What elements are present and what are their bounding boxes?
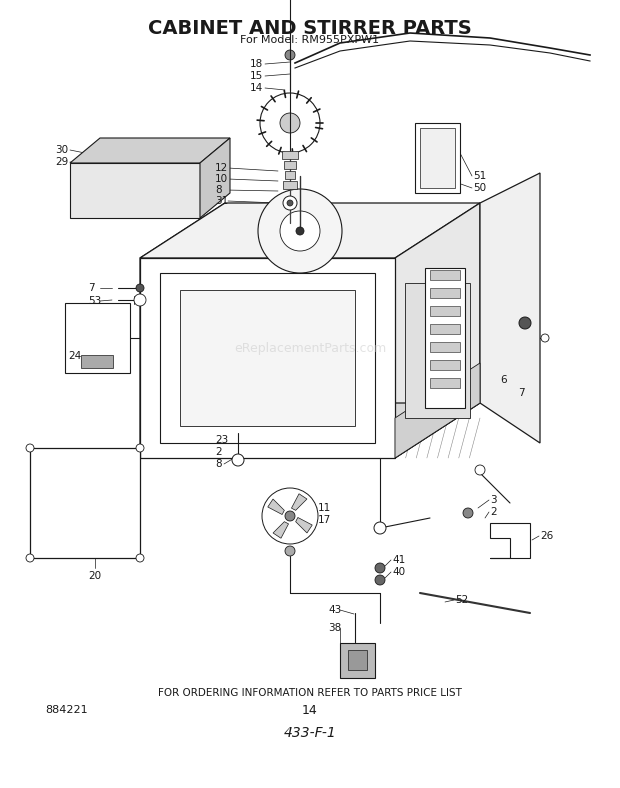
Polygon shape (430, 306, 460, 316)
Polygon shape (430, 270, 460, 280)
Text: 38: 38 (328, 623, 341, 633)
Text: 433-F-1: 433-F-1 (283, 726, 337, 740)
Circle shape (134, 294, 146, 306)
Text: 2: 2 (215, 447, 221, 457)
Polygon shape (340, 643, 375, 678)
Circle shape (26, 444, 34, 452)
Polygon shape (180, 290, 355, 426)
Polygon shape (200, 138, 230, 218)
Circle shape (232, 454, 244, 466)
Text: 7: 7 (518, 388, 525, 398)
Circle shape (258, 189, 342, 273)
Text: 40: 40 (392, 567, 405, 577)
Text: eReplacementParts.com: eReplacementParts.com (234, 341, 386, 355)
Circle shape (375, 563, 385, 573)
Polygon shape (430, 324, 460, 334)
Text: 18: 18 (250, 59, 264, 69)
Polygon shape (430, 378, 460, 388)
Circle shape (262, 488, 318, 544)
Text: 31: 31 (215, 196, 228, 206)
Text: 53: 53 (88, 296, 101, 306)
Circle shape (541, 334, 549, 342)
Text: 12: 12 (215, 163, 228, 173)
Text: 52: 52 (455, 595, 468, 605)
Text: 8: 8 (215, 459, 221, 469)
Text: 15: 15 (250, 71, 264, 81)
Text: 24: 24 (68, 351, 81, 361)
Circle shape (280, 211, 320, 251)
Text: 2: 2 (490, 507, 497, 517)
Polygon shape (284, 161, 296, 169)
Polygon shape (405, 283, 470, 418)
Circle shape (285, 50, 295, 60)
Polygon shape (65, 303, 130, 373)
Polygon shape (81, 355, 113, 368)
Polygon shape (282, 151, 298, 159)
Circle shape (287, 200, 293, 206)
Polygon shape (430, 342, 460, 352)
Text: 10: 10 (215, 174, 228, 184)
Polygon shape (430, 360, 460, 370)
Circle shape (375, 575, 385, 585)
Text: 6: 6 (500, 375, 507, 385)
Text: 17: 17 (318, 515, 331, 525)
Polygon shape (140, 203, 480, 258)
Circle shape (260, 93, 320, 153)
Text: 20: 20 (89, 571, 102, 581)
Text: 29: 29 (55, 157, 68, 167)
Polygon shape (415, 123, 460, 193)
Circle shape (374, 522, 386, 534)
Polygon shape (430, 288, 460, 298)
Polygon shape (490, 523, 530, 558)
Text: 11: 11 (318, 503, 331, 513)
Text: 3: 3 (490, 495, 497, 505)
Polygon shape (140, 203, 225, 458)
Text: 8: 8 (215, 185, 221, 195)
Text: 30: 30 (55, 145, 68, 155)
Text: 26: 26 (540, 531, 553, 541)
Polygon shape (273, 522, 288, 538)
Polygon shape (395, 363, 480, 458)
Polygon shape (140, 403, 480, 458)
Polygon shape (291, 494, 307, 511)
Text: CABINET AND STIRRER PARTS: CABINET AND STIRRER PARTS (148, 18, 472, 38)
Text: 50: 50 (473, 183, 486, 193)
Text: 14: 14 (250, 83, 264, 93)
Polygon shape (480, 173, 540, 443)
Text: For Model: RM955PXPW1: For Model: RM955PXPW1 (241, 35, 379, 45)
Polygon shape (70, 163, 200, 218)
Circle shape (283, 196, 297, 210)
Polygon shape (140, 258, 395, 458)
Polygon shape (420, 128, 455, 188)
Circle shape (26, 554, 34, 562)
Polygon shape (70, 138, 230, 163)
Circle shape (136, 554, 144, 562)
Text: 41: 41 (392, 555, 405, 565)
Polygon shape (395, 203, 480, 458)
Circle shape (285, 546, 295, 556)
Polygon shape (296, 518, 312, 533)
Text: FOR ORDERING INFORMATION REFER TO PARTS PRICE LIST: FOR ORDERING INFORMATION REFER TO PARTS … (158, 688, 462, 698)
Polygon shape (348, 650, 367, 670)
Polygon shape (30, 448, 140, 558)
Text: 23: 23 (215, 435, 228, 445)
Text: 884221: 884221 (45, 705, 87, 715)
Polygon shape (283, 181, 297, 189)
Circle shape (296, 227, 304, 235)
Circle shape (280, 113, 300, 133)
Circle shape (463, 508, 473, 518)
Polygon shape (285, 171, 295, 179)
Polygon shape (425, 268, 465, 408)
Circle shape (136, 444, 144, 452)
Polygon shape (268, 499, 285, 515)
Circle shape (285, 511, 295, 521)
Text: 7: 7 (88, 283, 95, 293)
Circle shape (519, 317, 531, 329)
Text: 51: 51 (473, 171, 486, 181)
Circle shape (475, 465, 485, 475)
Circle shape (136, 284, 144, 292)
Polygon shape (160, 273, 375, 443)
Text: 14: 14 (302, 704, 318, 716)
Text: 43: 43 (328, 605, 341, 615)
